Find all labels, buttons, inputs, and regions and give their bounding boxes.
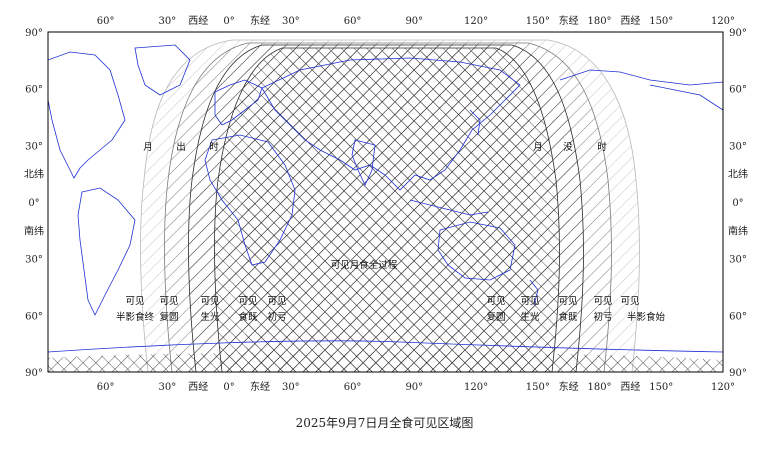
whole-eclipse-label: 可见月食全过程	[331, 259, 398, 271]
top-lon-label-7: 90°	[405, 16, 423, 27]
left-lat-label-6: 30°	[25, 255, 43, 266]
coast-antarctica	[48, 340, 723, 353]
coastlines	[48, 44, 723, 353]
top-lon-label-3: 0°	[223, 16, 234, 27]
top-lon-label-11: 180°	[587, 16, 611, 27]
coast-new-zealand	[529, 279, 539, 306]
right-visible-label-2: 可见	[558, 296, 577, 307]
moonset-label-1: 没	[563, 142, 573, 153]
bottom-lon-label-0: 60°	[97, 382, 115, 393]
left-phase-label-3: 食既	[238, 311, 258, 323]
right-lat-label-5: 南纬	[728, 224, 748, 237]
bottom-lon-label-6: 60°	[344, 382, 362, 393]
right-visible-label-1: 可见	[520, 296, 539, 307]
coast-south-america	[77, 187, 136, 316]
top-lon-label-8: 120°	[464, 16, 488, 27]
right-visible-label-0: 可见	[486, 296, 505, 307]
coast-india	[351, 139, 376, 186]
coast-africa	[204, 134, 296, 266]
left-lat-label-3: 北纬	[24, 168, 44, 181]
bottom-lon-label-3: 0°	[223, 382, 234, 393]
coast-europe	[214, 79, 263, 126]
top-lon-label-4: 东经	[250, 14, 270, 27]
right-phase-label-2: 食既	[558, 311, 578, 323]
left-phase-label-2: 生光	[200, 311, 220, 323]
left-lat-label-7: 60°	[25, 311, 43, 322]
moonrise-label-1: 出	[176, 141, 186, 153]
bottom-lon-label-4: 东经	[250, 380, 270, 393]
left-phase-label-0: 半影食终	[116, 311, 155, 323]
moonrise-label-2: 时	[209, 141, 219, 153]
top-lon-label-10: 东经	[559, 14, 579, 27]
coast-indonesia	[409, 199, 489, 216]
zone-whole-eclipse	[242, 52, 534, 372]
bottom-lon-label-1: 30°	[158, 382, 176, 393]
right-visible-label-3: 可见	[593, 296, 612, 307]
right-lat-label-4: 0°	[732, 198, 743, 209]
right-phase-label-0: 复圆	[486, 311, 505, 323]
top-lon-label-5: 30°	[282, 16, 300, 27]
top-lon-label-14: 120°	[711, 16, 735, 27]
moonrise-label-0: 月	[143, 142, 153, 153]
coast-greenland	[134, 44, 191, 96]
region-labels: 月出时月没时可见月食全过程可见半影食终可见复圆可见生光可见食既可见初亏可见复圆可…	[116, 141, 666, 323]
right-lat-label-0: 90°	[729, 28, 747, 39]
left-visible-label-2: 可见	[200, 296, 219, 307]
top-lon-label-13: 150°	[649, 16, 673, 27]
coast-asia	[261, 57, 521, 191]
bottom-lon-label-14: 120°	[711, 382, 735, 393]
moonset-label-2: 时	[597, 141, 607, 153]
bottom-lon-label-11: 180°	[587, 382, 611, 393]
left-phase-label-4: 初亏	[267, 311, 286, 323]
bottom-lon-label-9: 150°	[526, 382, 550, 393]
bottom-lon-label-12: 西经	[620, 380, 640, 393]
left-phase-label-1: 复圆	[159, 311, 178, 323]
map-caption: 2025年9月7日月全食可见区域图	[295, 416, 474, 430]
right-lat-label-7: 60°	[729, 311, 747, 322]
coast-north-america-east	[649, 84, 723, 111]
right-lat-label-2: 30°	[729, 141, 747, 152]
axis-labels: 60°60°30°30°西经西经0°0°东经东经30°30°60°60°90°9…	[24, 14, 748, 393]
left-lat-label-5: 南纬	[24, 224, 44, 237]
left-lat-label-1: 60°	[25, 85, 43, 96]
left-visible-label-4: 可见	[267, 296, 286, 307]
bottom-lon-label-10: 东经	[559, 380, 579, 393]
coast-alaska	[559, 69, 723, 86]
top-lon-label-6: 60°	[344, 16, 362, 27]
top-lon-label-2: 西经	[188, 14, 208, 27]
moonset-label-0: 月	[533, 142, 543, 153]
top-lon-label-1: 30°	[158, 16, 176, 27]
right-phase-label-3: 初亏	[593, 311, 612, 323]
right-phase-label-4: 半影食始	[627, 311, 666, 323]
bottom-lon-label-8: 120°	[464, 382, 488, 393]
right-lat-label-8: 90°	[729, 368, 747, 379]
right-lat-label-1: 60°	[729, 85, 747, 96]
top-lon-label-0: 60°	[97, 16, 115, 27]
bottom-lon-label-13: 150°	[649, 382, 673, 393]
coast-australia	[437, 221, 516, 281]
left-visible-label-0: 可见	[125, 296, 144, 307]
bottom-lon-label-5: 30°	[282, 382, 300, 393]
left-visible-label-3: 可见	[238, 296, 257, 307]
left-lat-label-8: 90°	[25, 368, 43, 379]
right-phase-label-1: 生光	[520, 311, 540, 323]
map-frame	[47, 31, 724, 373]
visibility-zones	[48, 39, 723, 372]
left-lat-label-0: 90°	[25, 28, 43, 39]
coast-japan	[469, 109, 481, 136]
bottom-lon-label-2: 西经	[188, 380, 208, 393]
top-lon-label-12: 西经	[620, 14, 640, 27]
left-lat-label-4: 0°	[28, 198, 39, 209]
right-visible-label-4: 可见	[620, 296, 639, 307]
left-visible-label-1: 可见	[159, 296, 178, 307]
coast-north-america	[48, 51, 126, 179]
top-lon-label-9: 150°	[526, 16, 550, 27]
left-lat-label-2: 30°	[25, 141, 43, 152]
right-lat-label-3: 北纬	[728, 168, 748, 181]
right-lat-label-6: 30°	[729, 255, 747, 266]
bottom-lon-label-7: 90°	[405, 382, 423, 393]
